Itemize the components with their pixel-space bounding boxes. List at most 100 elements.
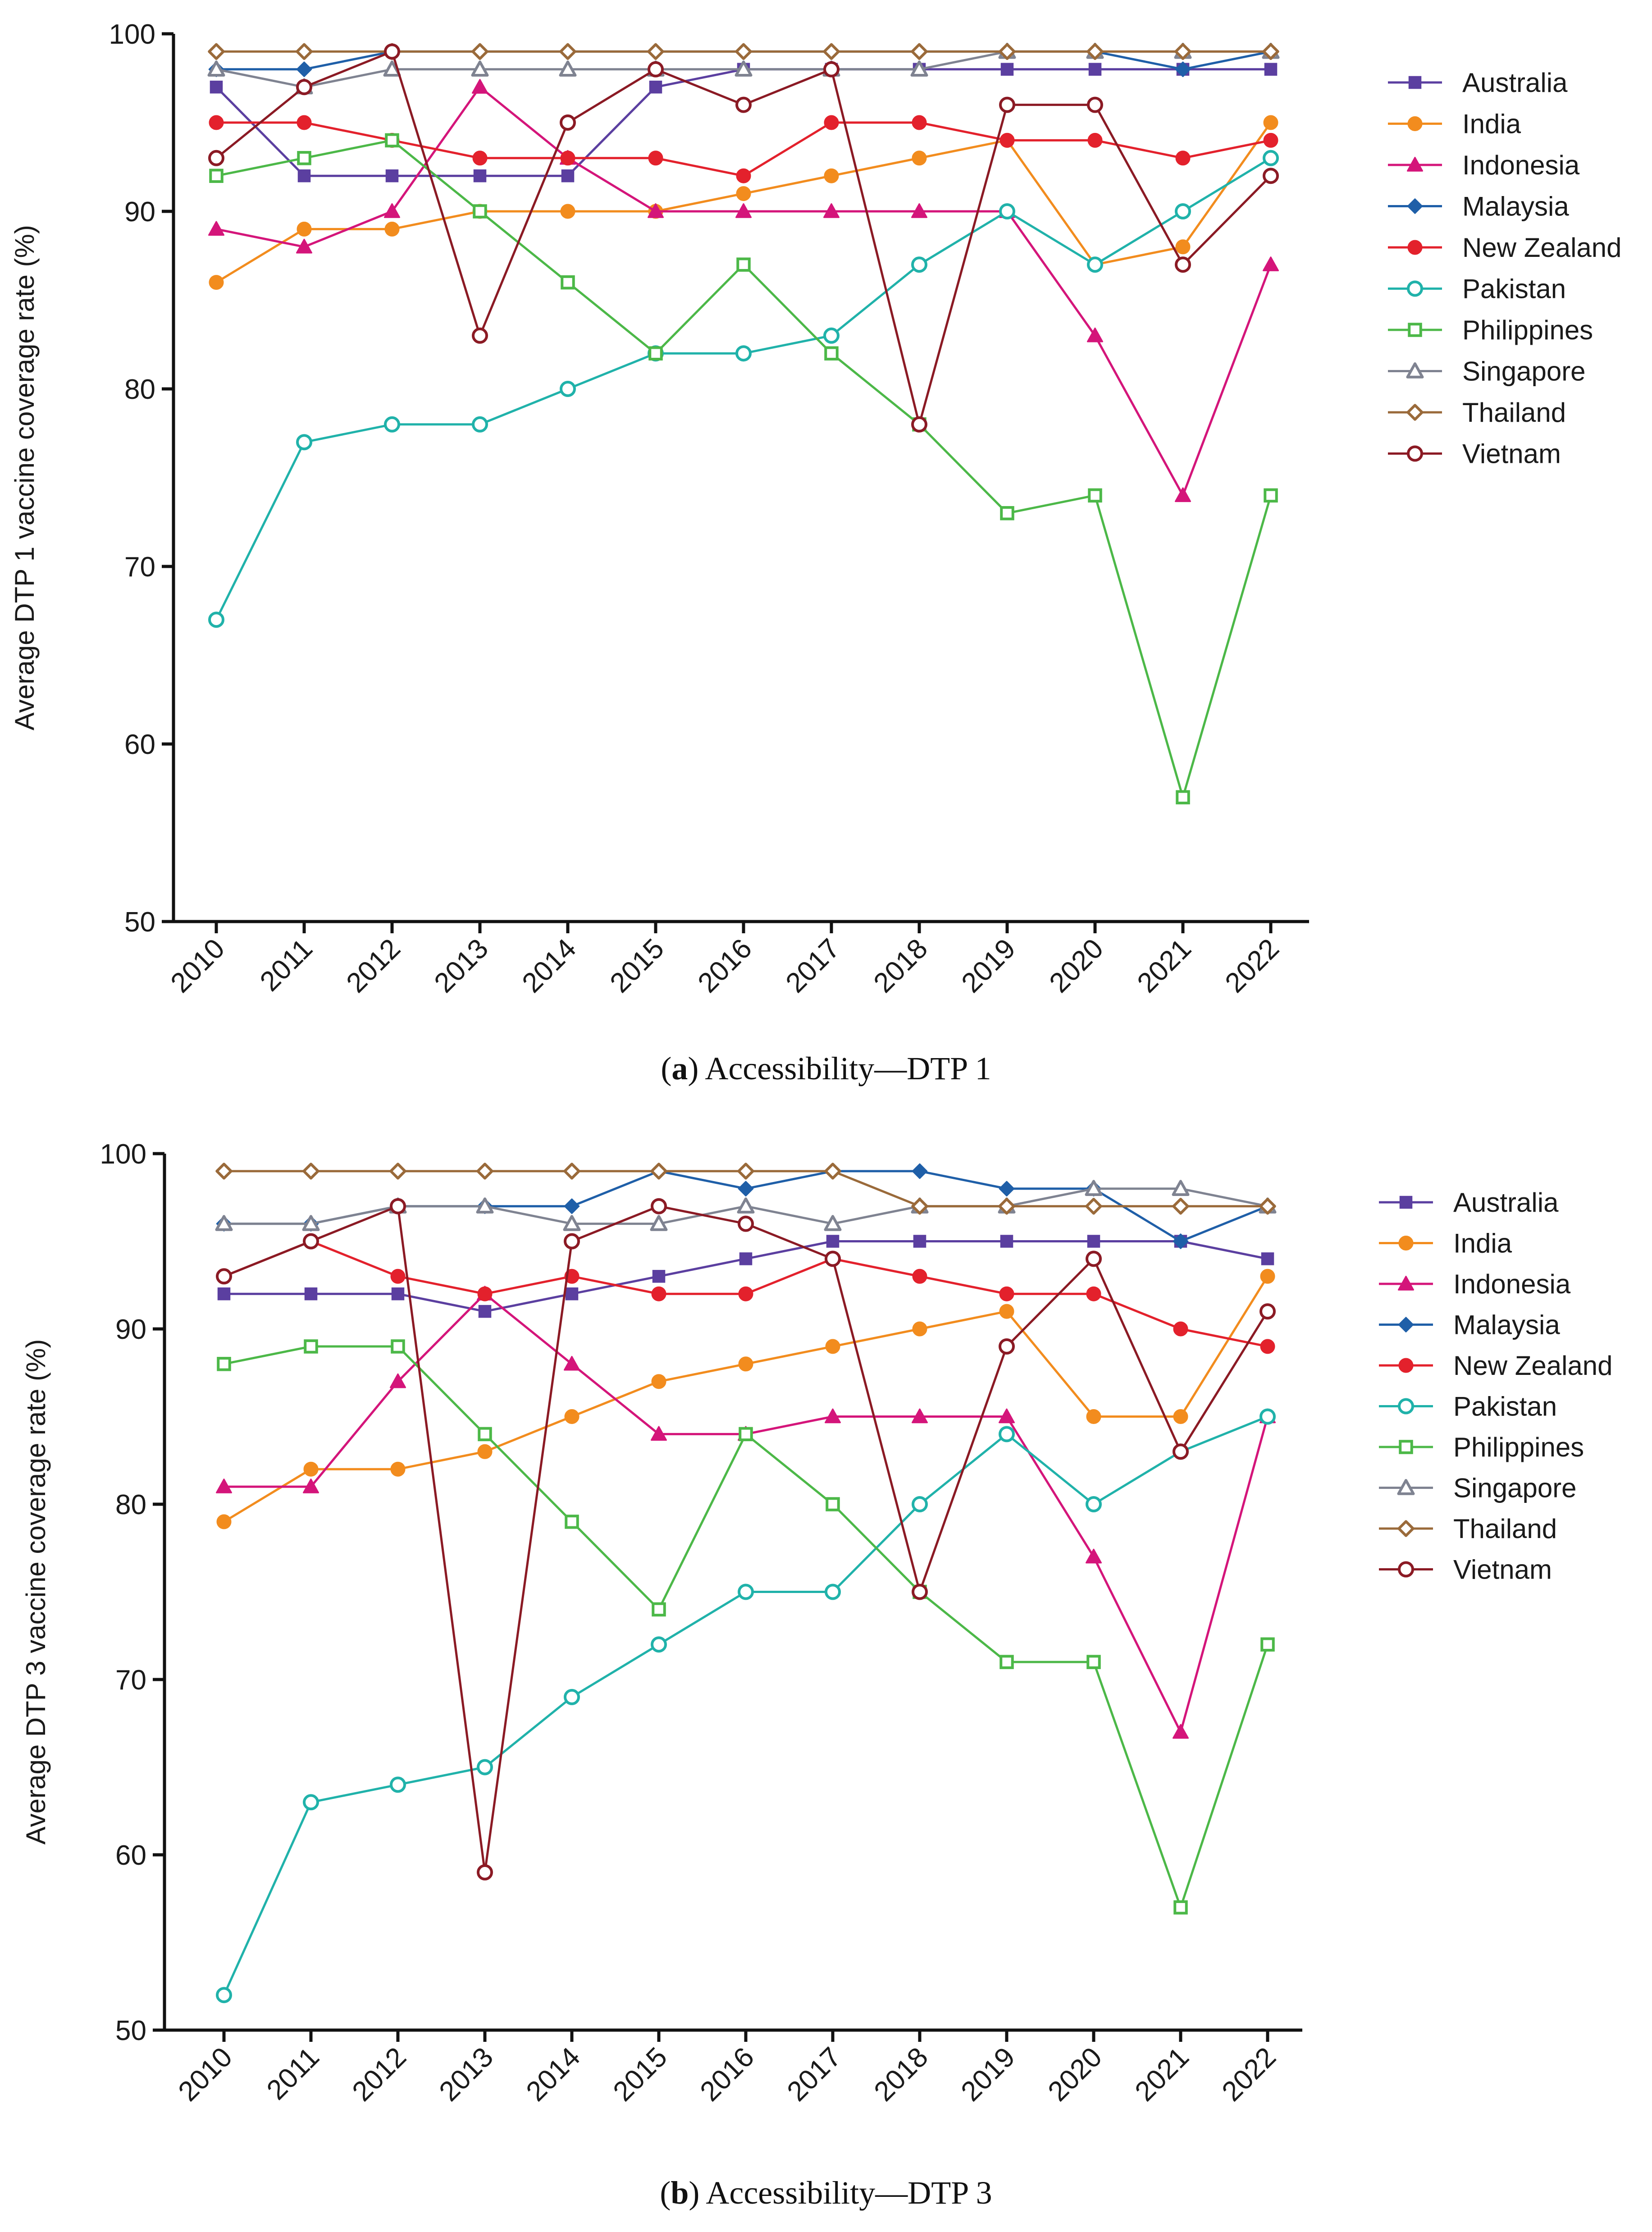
data-point [650,1163,667,1180]
caption: (a) Accessibility—DTP 1 [661,1050,991,1086]
data-point [912,115,927,130]
data-point [1176,790,1190,804]
data-point [1088,63,1102,76]
data-point [1262,43,1279,60]
data-point [302,1163,319,1180]
data-point [1172,1180,1190,1196]
data-point [1263,132,1278,148]
data-point [1086,1655,1101,1669]
data-point [1086,1496,1102,1512]
series-line [215,68,1271,177]
legend-item: Singapore [1388,356,1586,387]
legend-marker [1407,240,1423,255]
data-point [1175,151,1191,166]
data-point [1175,487,1191,502]
data-point [217,1287,231,1301]
data-point [297,169,311,183]
legend-item: Malaysia [1379,1310,1560,1340]
data-point [735,345,752,362]
data-point [824,1215,842,1231]
data-point [738,1286,753,1301]
data-point [1085,1180,1103,1196]
data-point [560,114,576,131]
data-point [999,43,1016,60]
data-point [564,1198,580,1214]
legend-label: Vietnam [1462,439,1561,469]
data-point [1173,1233,1189,1249]
data-point [1261,1252,1274,1265]
series-line [223,1275,1269,1523]
data-point [208,221,224,236]
legend-label: Singapore [1453,1473,1577,1503]
data-point [471,60,489,77]
y-tick-label: 80 [115,1489,146,1520]
legend-label: New Zealand [1462,233,1622,263]
legend-label: Thailand [1453,1514,1557,1544]
legend-item: Thailand [1388,397,1566,428]
data-point [304,1339,318,1354]
data-point [911,43,928,60]
x-tick-label: 2021 [1129,2041,1195,2107]
legend-item: India [1388,109,1521,139]
caption-letter: b [671,2175,689,2211]
legend-marker [1399,1196,1413,1209]
data-point [738,1584,754,1600]
y-tick-label: 90 [124,196,155,228]
data-point [1260,1269,1275,1284]
legend-marker [1407,445,1423,462]
data-point [390,1373,406,1388]
data-point [208,150,224,166]
data-point [210,80,223,94]
legend-marker [1408,323,1422,337]
data-point [385,169,399,183]
data-point [1175,61,1191,78]
data-point [824,346,839,361]
y-tick-label: 60 [115,1840,146,1871]
data-point [737,1197,755,1214]
data-point [911,203,927,218]
x-tick-label: 2020 [1042,2041,1108,2107]
data-point [385,133,399,148]
x-tick-label: 2013 [434,2041,499,2107]
series-vietnam [216,1198,1276,1881]
data-point [735,60,753,77]
data-point [651,1286,666,1301]
legend-item: Philippines [1379,1432,1584,1462]
legend-label: Philippines [1453,1432,1584,1462]
x-tick-label: 2020 [1044,933,1109,999]
data-point [910,60,928,77]
data-point [565,1515,579,1529]
data-point [390,1461,406,1477]
legend-label: Indonesia [1462,150,1580,180]
series-indonesia [208,79,1279,502]
data-point [217,1357,231,1371]
legend-marker [1407,198,1423,214]
legend-marker [1398,1317,1414,1333]
data-point [1263,150,1279,166]
data-point [303,1794,319,1811]
legend-item: Singapore [1379,1473,1577,1503]
data-point [652,1270,666,1283]
data-point [1260,1339,1275,1354]
data-point [296,238,312,254]
data-point [560,204,575,219]
data-point [824,168,839,183]
x-tick-label: 2015 [604,933,670,999]
data-point [477,1864,493,1881]
data-point [472,151,488,166]
series-philippines [209,133,1278,804]
data-point [296,43,313,60]
data-point [736,186,751,201]
data-point [737,1163,754,1180]
data-point [823,43,840,60]
series-pakistan [208,150,1279,628]
series-pakistan [216,1408,1276,2004]
x-tick-label: 2019 [956,933,1022,999]
series-india [216,1269,1275,1529]
data-point [209,275,224,290]
data-point [472,327,488,344]
data-point [824,1163,841,1180]
legend-label: Malaysia [1462,192,1569,222]
legend-item: Vietnam [1379,1555,1552,1585]
